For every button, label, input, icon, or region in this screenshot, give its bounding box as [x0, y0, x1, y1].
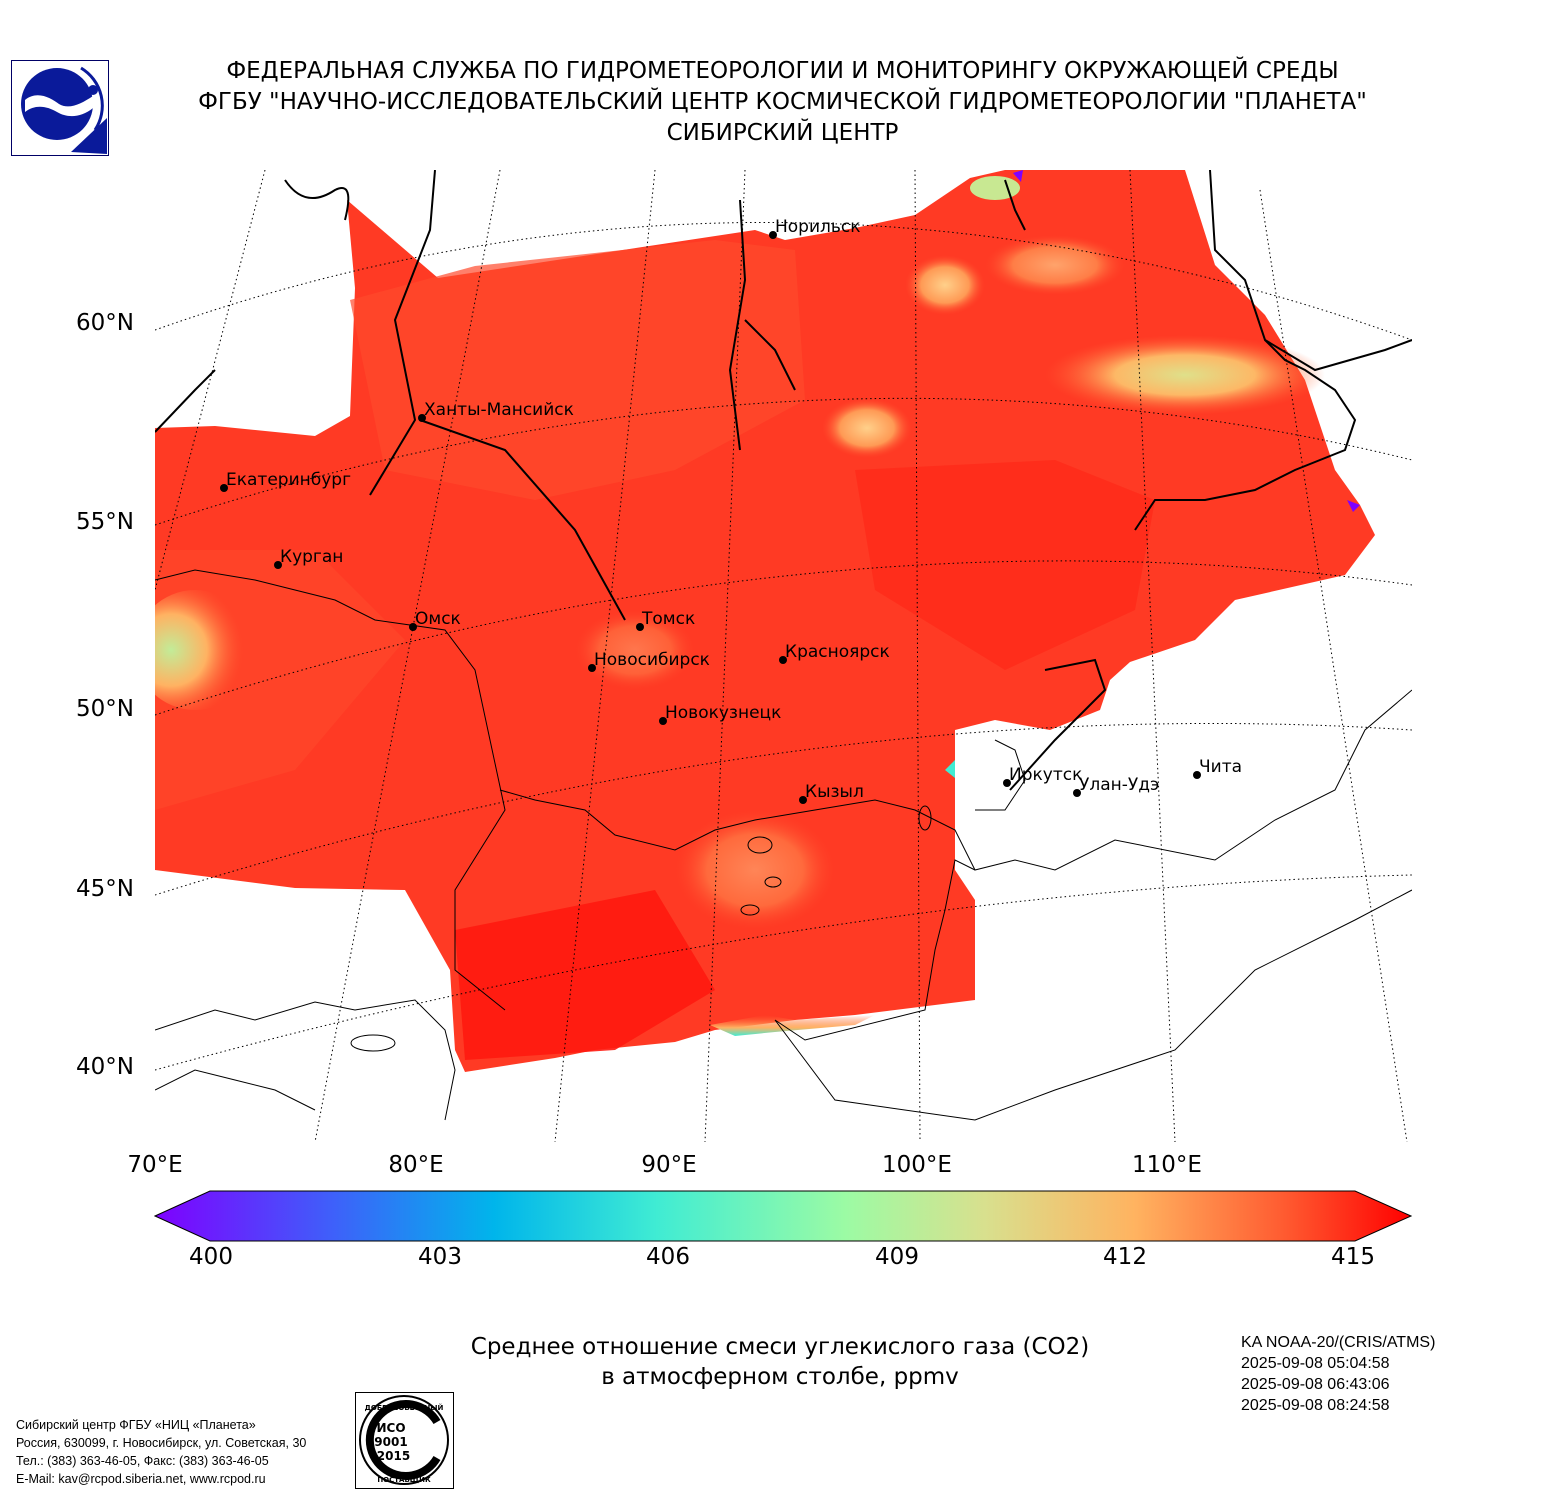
city-marker	[659, 717, 667, 725]
city-marker	[779, 656, 787, 664]
header-line-1: ФЕДЕРАЛЬНАЯ СЛУЖБА ПО ГИДРОМЕТЕОРОЛОГИИ …	[226, 58, 1339, 84]
city-label: Омск	[415, 609, 461, 629]
city-label: Улан-Удэ	[1079, 775, 1159, 795]
satellite-time-1: 2025-09-08 05:04:58	[1241, 1355, 1390, 1372]
lon-label-110: 110°E	[1132, 1152, 1202, 1178]
lat-label-45: 45°N	[76, 876, 134, 902]
city-11: Иркутск	[1003, 765, 1082, 787]
city-4: Курган	[274, 547, 343, 569]
satellite-name: KA NOAA-20/(CRIS/ATMS)	[1241, 1334, 1436, 1351]
city-13: Чита	[1193, 757, 1242, 779]
planeta-logo	[11, 60, 109, 156]
lon-label-90: 90°E	[641, 1152, 697, 1178]
city-marker	[274, 561, 282, 569]
city-label: Чита	[1199, 757, 1242, 777]
colorbar-tick-403: 403	[418, 1244, 462, 1270]
colorbar-tick-415: 415	[1331, 1244, 1375, 1270]
city-label: Екатеринбург	[226, 470, 351, 490]
city-marker	[1073, 789, 1081, 797]
city-marker	[769, 231, 777, 239]
colorbar-tick-406: 406	[646, 1244, 690, 1270]
city-label: Норильск	[775, 217, 861, 237]
city-2: Ханты-Мансийск	[418, 400, 574, 422]
colorbar-tick-400: 400	[189, 1244, 233, 1270]
city-8: Красноярск	[779, 642, 890, 664]
city-label: Курган	[280, 547, 343, 567]
lon-label-100: 100°E	[882, 1152, 952, 1178]
colorbar-tick-409: 409	[875, 1244, 919, 1270]
contact-line-4: E-Mail: kav@rcpod.siberia.net, www.rcpod…	[16, 1472, 266, 1486]
city-marker	[409, 623, 417, 631]
city-marker	[1003, 779, 1011, 787]
satellite-time-3: 2025-09-08 08:24:58	[1241, 1397, 1390, 1414]
map-caption: Среднее отношение смеси углекислого газа…	[330, 1332, 1230, 1392]
city-label: Новосибирск	[594, 650, 710, 670]
header: ФЕДЕРАЛЬНАЯ СЛУЖБА ПО ГИДРОМЕТЕОРОЛОГИИ …	[150, 56, 1415, 149]
city-1: Норильск	[769, 217, 861, 239]
lat-label-50: 50°N	[76, 696, 134, 722]
city-label: Красноярск	[785, 642, 890, 662]
city-marker	[1193, 771, 1201, 779]
city-marker	[799, 796, 807, 804]
contact-line-2: Россия, 630099, г. Новосибирск, ул. Сове…	[16, 1436, 307, 1450]
city-marker	[220, 484, 228, 492]
city-marker	[588, 664, 596, 672]
city-7: Новосибирск	[588, 650, 710, 672]
city-label: Новокузнецк	[665, 703, 781, 723]
colorbar-tick-412: 412	[1103, 1244, 1147, 1270]
satellite-info: KA NOAA-20/(CRIS/ATMS) 2025-09-08 05:04:…	[1241, 1332, 1435, 1416]
cities-layer: Норильск Ханты-Мансийск Екатеринбург Курган…	[220, 217, 1242, 804]
city-10: Кызыл	[799, 782, 864, 804]
co2-map: Норильск Ханты-Мансийск Екатеринбург Курган…	[155, 170, 1412, 1142]
city-6: Томск	[636, 609, 695, 631]
iso-bottom-text: ПОСТАВЩИК	[377, 1476, 431, 1484]
contact-line-1: Сибирский центр ФГБУ «НИЦ «Планета»	[16, 1418, 256, 1432]
city-label: Кызыл	[805, 782, 864, 802]
colorbar	[154, 1190, 1412, 1242]
contact-line-3: Тел.: (383) 363-46-05, Факс: (383) 363-4…	[16, 1454, 269, 1468]
lat-label-55: 55°N	[76, 509, 134, 535]
city-3: Екатеринбург	[220, 470, 351, 492]
city-12: Улан-Удэ	[1073, 775, 1159, 797]
caption-line-2: в атмосферном столбе, ppmv	[601, 1364, 959, 1390]
city-5: Омск	[409, 609, 461, 631]
iso-code-2: 9001	[374, 1435, 407, 1449]
lat-label-40: 40°N	[76, 1054, 134, 1080]
iso-top-text: ДОБРОСОВЕСТНЫЙ	[365, 1403, 444, 1412]
iso-9001-stamp: ДОБРОСОВЕСТНЫЙ ИСО 9001 -2015 ПОСТАВЩИК	[355, 1392, 454, 1489]
iso-code-3: -2015	[372, 1449, 410, 1463]
city-9: Новокузнецк	[659, 703, 781, 725]
header-line-2: ФГБУ "НАУЧНО-ИССЛЕДОВАТЕЛЬСКИЙ ЦЕНТР КОС…	[198, 89, 1367, 115]
header-line-3: СИБИРСКИЙ ЦЕНТР	[666, 120, 899, 146]
city-label: Томск	[641, 609, 695, 629]
lon-label-80: 80°E	[388, 1152, 444, 1178]
lat-label-60: 60°N	[76, 310, 134, 336]
contact-info: Сибирский центр ФГБУ «НИЦ «Планета» Росс…	[16, 1416, 306, 1488]
city-label: Ханты-Мансийск	[424, 400, 574, 420]
lon-label-70: 70°E	[127, 1152, 183, 1178]
satellite-time-2: 2025-09-08 06:43:06	[1241, 1376, 1390, 1393]
city-label: Иркутск	[1009, 765, 1082, 785]
city-marker	[418, 414, 426, 422]
iso-code-1: ИСО	[376, 1421, 405, 1435]
caption-line-1: Среднее отношение смеси углекислого газа…	[470, 1334, 1090, 1360]
city-marker	[636, 623, 644, 631]
